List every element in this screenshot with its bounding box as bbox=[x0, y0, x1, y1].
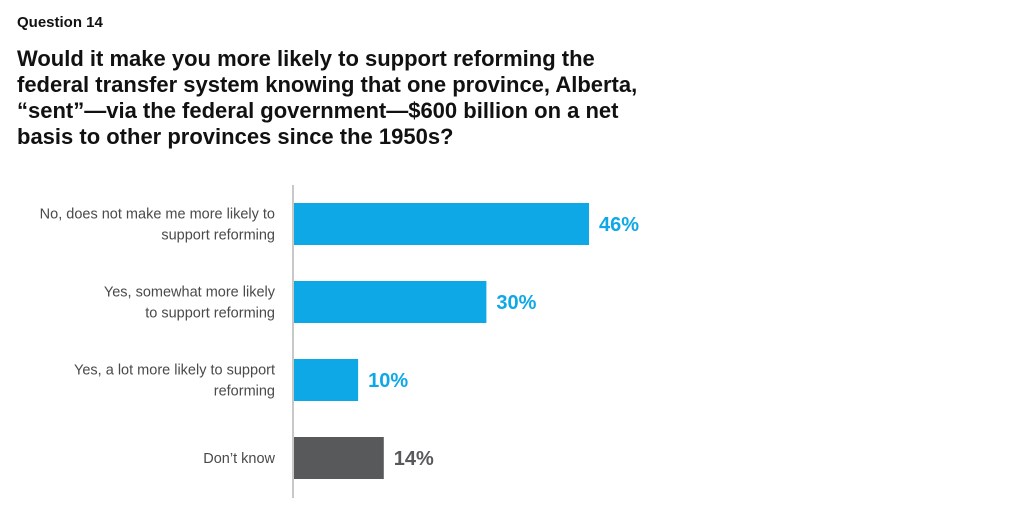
category-label-line: to support reforming bbox=[145, 306, 275, 322]
data-label: 14% bbox=[394, 448, 434, 470]
category-label-line: Don’t know bbox=[203, 451, 275, 467]
bar bbox=[294, 281, 487, 323]
chart-title: Would it make you more likely to support… bbox=[17, 46, 697, 150]
bar bbox=[294, 437, 384, 479]
category-label-line: Yes, somewhat more likely bbox=[104, 285, 276, 301]
category-label-line: reforming bbox=[214, 384, 275, 400]
question-number: Question 14 bbox=[17, 14, 103, 31]
title-line: federal transfer system knowing that one… bbox=[17, 72, 638, 97]
category-label-line: Yes, a lot more likely to support bbox=[74, 363, 275, 379]
category-label: Yes, somewhat more likely to support refo… bbox=[104, 285, 276, 322]
title-line: basis to other provinces since the 1950s… bbox=[17, 124, 454, 149]
category-label: Yes, a lot more likely to support reformi… bbox=[74, 363, 275, 400]
data-label: 46% bbox=[599, 214, 639, 236]
title-line: “sent”—via the federal government—$600 b… bbox=[17, 98, 619, 123]
bar bbox=[294, 359, 359, 401]
category-label: Don’t know bbox=[203, 451, 275, 467]
data-label: 30% bbox=[496, 292, 536, 314]
category-label: No, does not make me more likely to suppo… bbox=[40, 207, 275, 244]
title-line: Would it make you more likely to support… bbox=[17, 46, 595, 71]
category-label-line: support reforming bbox=[161, 228, 275, 244]
category-label-line: No, does not make me more likely to bbox=[40, 207, 275, 223]
bar bbox=[294, 203, 589, 245]
data-label: 10% bbox=[368, 370, 408, 392]
